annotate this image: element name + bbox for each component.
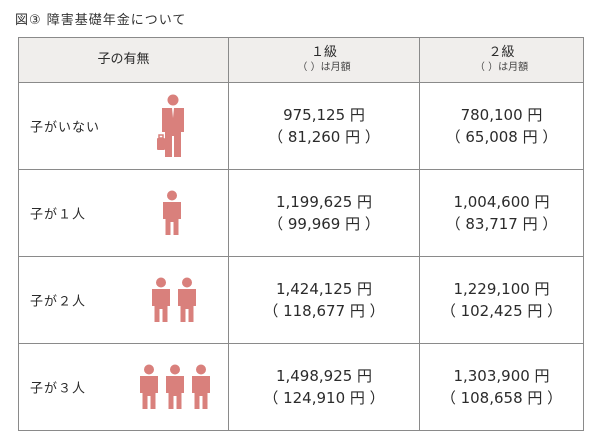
header-grade1-note: （ ）は月額 (297, 62, 351, 73)
grade2-annual: 1,303,900 円 (453, 367, 550, 385)
children-cell: 子がいない (18, 82, 229, 170)
grade1-monthly: （ 81,260 円 ） (268, 128, 380, 146)
grade1-amount: 975,125 円 （ 81,260 円 ） (228, 82, 420, 170)
child-icon (163, 190, 181, 235)
grade1-monthly: （ 118,677 円 ） (263, 302, 385, 320)
grade2-monthly: （ 83,717 円 ） (445, 215, 558, 233)
grade2-monthly: （ 65,008 円 ） (445, 128, 558, 146)
table-row: 子が３人 1,498,925 円 （ 124,910 円 ） (18, 343, 584, 431)
grade1-amount: 1,199,625 円 （ 99,969 円 ） (228, 169, 420, 257)
grade2-amount: 1,303,900 円 （ 108,658 円 ） (419, 343, 584, 431)
child-icon (178, 277, 196, 322)
header-grade2-note: （ ）は月額 (474, 62, 529, 73)
grade1-monthly: （ 124,910 円 ） (263, 389, 385, 407)
children-cell: 子が１人 (18, 169, 229, 257)
child-icon (166, 364, 184, 409)
header-children: 子の有無 (18, 37, 229, 83)
children-label: 子がいない (30, 120, 101, 136)
header-grade1-label: １級 (310, 45, 337, 60)
grade1-annual: 1,199,625 円 (275, 193, 373, 211)
grade1-annual: 1,498,925 円 (275, 367, 373, 385)
table-row: 子が１人 1,199,625 円 （ 99,969 円 ） 1,004,600 … (18, 169, 584, 257)
header-grade2: ２級 （ ）は月額 (419, 37, 584, 83)
child-icon (152, 277, 170, 322)
children-cell: 子が３人 (18, 343, 229, 431)
grade2-annual: 1,229,100 円 (453, 280, 550, 298)
children-label: 子が１人 (30, 207, 87, 223)
grade2-annual: 1,004,600 円 (453, 193, 550, 211)
grade2-amount: 1,004,600 円 （ 83,717 円 ） (419, 169, 584, 257)
grade1-amount: 1,424,125 円 （ 118,677 円 ） (228, 256, 420, 344)
children-label: 子が３人 (30, 381, 87, 397)
figure-title: 図③ 障害基礎年金について (15, 13, 187, 28)
grade1-annual: 975,125 円 (283, 106, 365, 124)
table-row: 子が２人 1,424,125 円 （ 118,677 円 ） 1,229,100… (18, 256, 584, 344)
table-header-row: 子の有無 １級 （ ）は月額 ２級 （ ）は月額 (18, 37, 584, 83)
grade2-monthly: （ 108,658 円 ） (440, 389, 563, 407)
grade2-monthly: （ 102,425 円 ） (440, 302, 563, 320)
child-icon (140, 364, 158, 409)
grade2-amount: 780,100 円 （ 65,008 円 ） (419, 82, 584, 170)
grade1-annual: 1,424,125 円 (275, 280, 373, 298)
header-grade1: １級 （ ）は月額 (228, 37, 420, 83)
child-icon (192, 364, 210, 409)
children-cell: 子が２人 (18, 256, 229, 344)
grade1-monthly: （ 99,969 円 ） (268, 215, 380, 233)
table-row: 子がいない 975,125 円 （ 81,260 円 ） 780,100 円 （… (18, 82, 584, 170)
grade2-amount: 1,229,100 円 （ 102,425 円 ） (419, 256, 584, 344)
businessman-icon (157, 94, 184, 157)
grade1-amount: 1,498,925 円 （ 124,910 円 ） (228, 343, 420, 431)
pension-table: 子の有無 １級 （ ）は月額 ２級 （ ）は月額 子がいない (18, 37, 584, 431)
children-label: 子が２人 (30, 294, 87, 310)
grade2-annual: 780,100 円 (460, 106, 543, 124)
header-grade2-label: ２級 (488, 45, 515, 60)
